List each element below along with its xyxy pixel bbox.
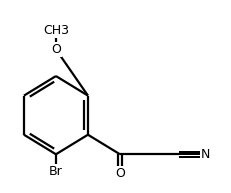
Text: O: O <box>115 167 125 180</box>
Text: Br: Br <box>49 165 63 178</box>
Text: N: N <box>201 148 210 161</box>
Text: O: O <box>51 43 61 56</box>
Text: CH3: CH3 <box>43 24 69 37</box>
